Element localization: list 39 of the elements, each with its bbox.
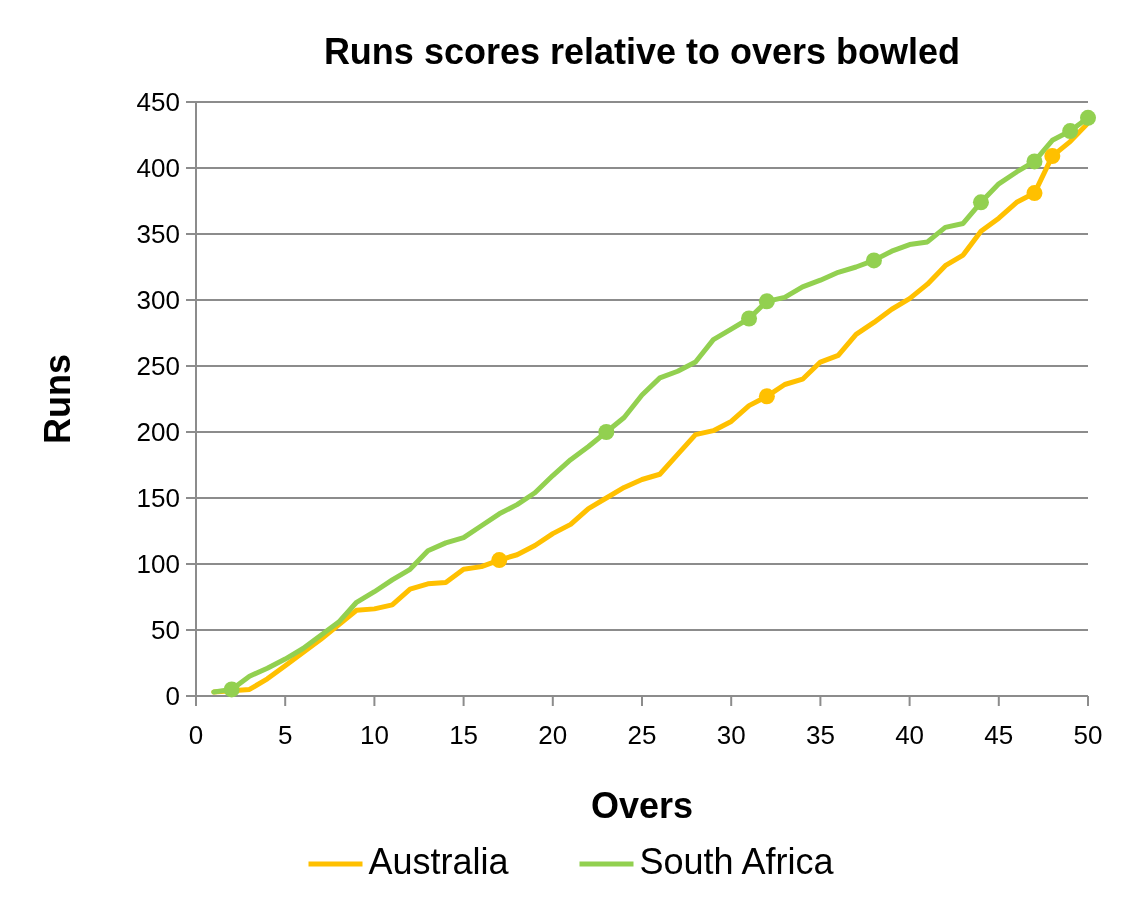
y-tick-label: 100: [136, 549, 180, 580]
y-tick-label: 400: [136, 153, 180, 184]
x-tick-label: 40: [895, 720, 925, 750]
point: [972, 194, 989, 211]
point: [758, 388, 775, 405]
y-tick-label: 450: [136, 87, 180, 118]
x-tick-label: 30: [716, 720, 746, 750]
x-tick-label: 0: [188, 720, 204, 750]
x-tick-label: 10: [359, 720, 389, 750]
x-axis-title: Overs: [590, 785, 694, 826]
point: [865, 252, 882, 269]
point: [598, 424, 615, 440]
y-tick-label: 150: [136, 483, 180, 514]
y-tick-label: 250: [136, 351, 180, 382]
point: [1026, 185, 1043, 202]
point: [1026, 153, 1043, 170]
y-tick-label: 200: [136, 417, 180, 448]
y-tick-label: 300: [136, 285, 180, 316]
x-tick-label: 5: [277, 720, 293, 750]
x-tick-label: 35: [805, 720, 835, 750]
y-axis-title: Runs: [37, 354, 78, 444]
point: [491, 552, 508, 569]
y-tick-label: 0: [165, 681, 180, 712]
x-tick-label: 25: [627, 720, 657, 750]
point: [1080, 109, 1096, 126]
point: [223, 681, 240, 698]
x-tick-label: 20: [538, 720, 568, 750]
x-tick-label: 45: [984, 720, 1014, 750]
y-tick-label: 350: [136, 219, 180, 250]
point: [1062, 123, 1079, 140]
legend-label: South Africa: [639, 841, 835, 882]
x-tick-label: 50: [1073, 720, 1103, 750]
y-tick-label: 50: [151, 615, 180, 646]
point: [758, 293, 775, 310]
x-tick-label: 15: [449, 720, 479, 750]
point: [741, 310, 758, 327]
chart-title: Runs scores relative to overs bowled: [323, 31, 961, 72]
point: [1044, 148, 1061, 165]
legend-label: Australia: [368, 841, 510, 882]
